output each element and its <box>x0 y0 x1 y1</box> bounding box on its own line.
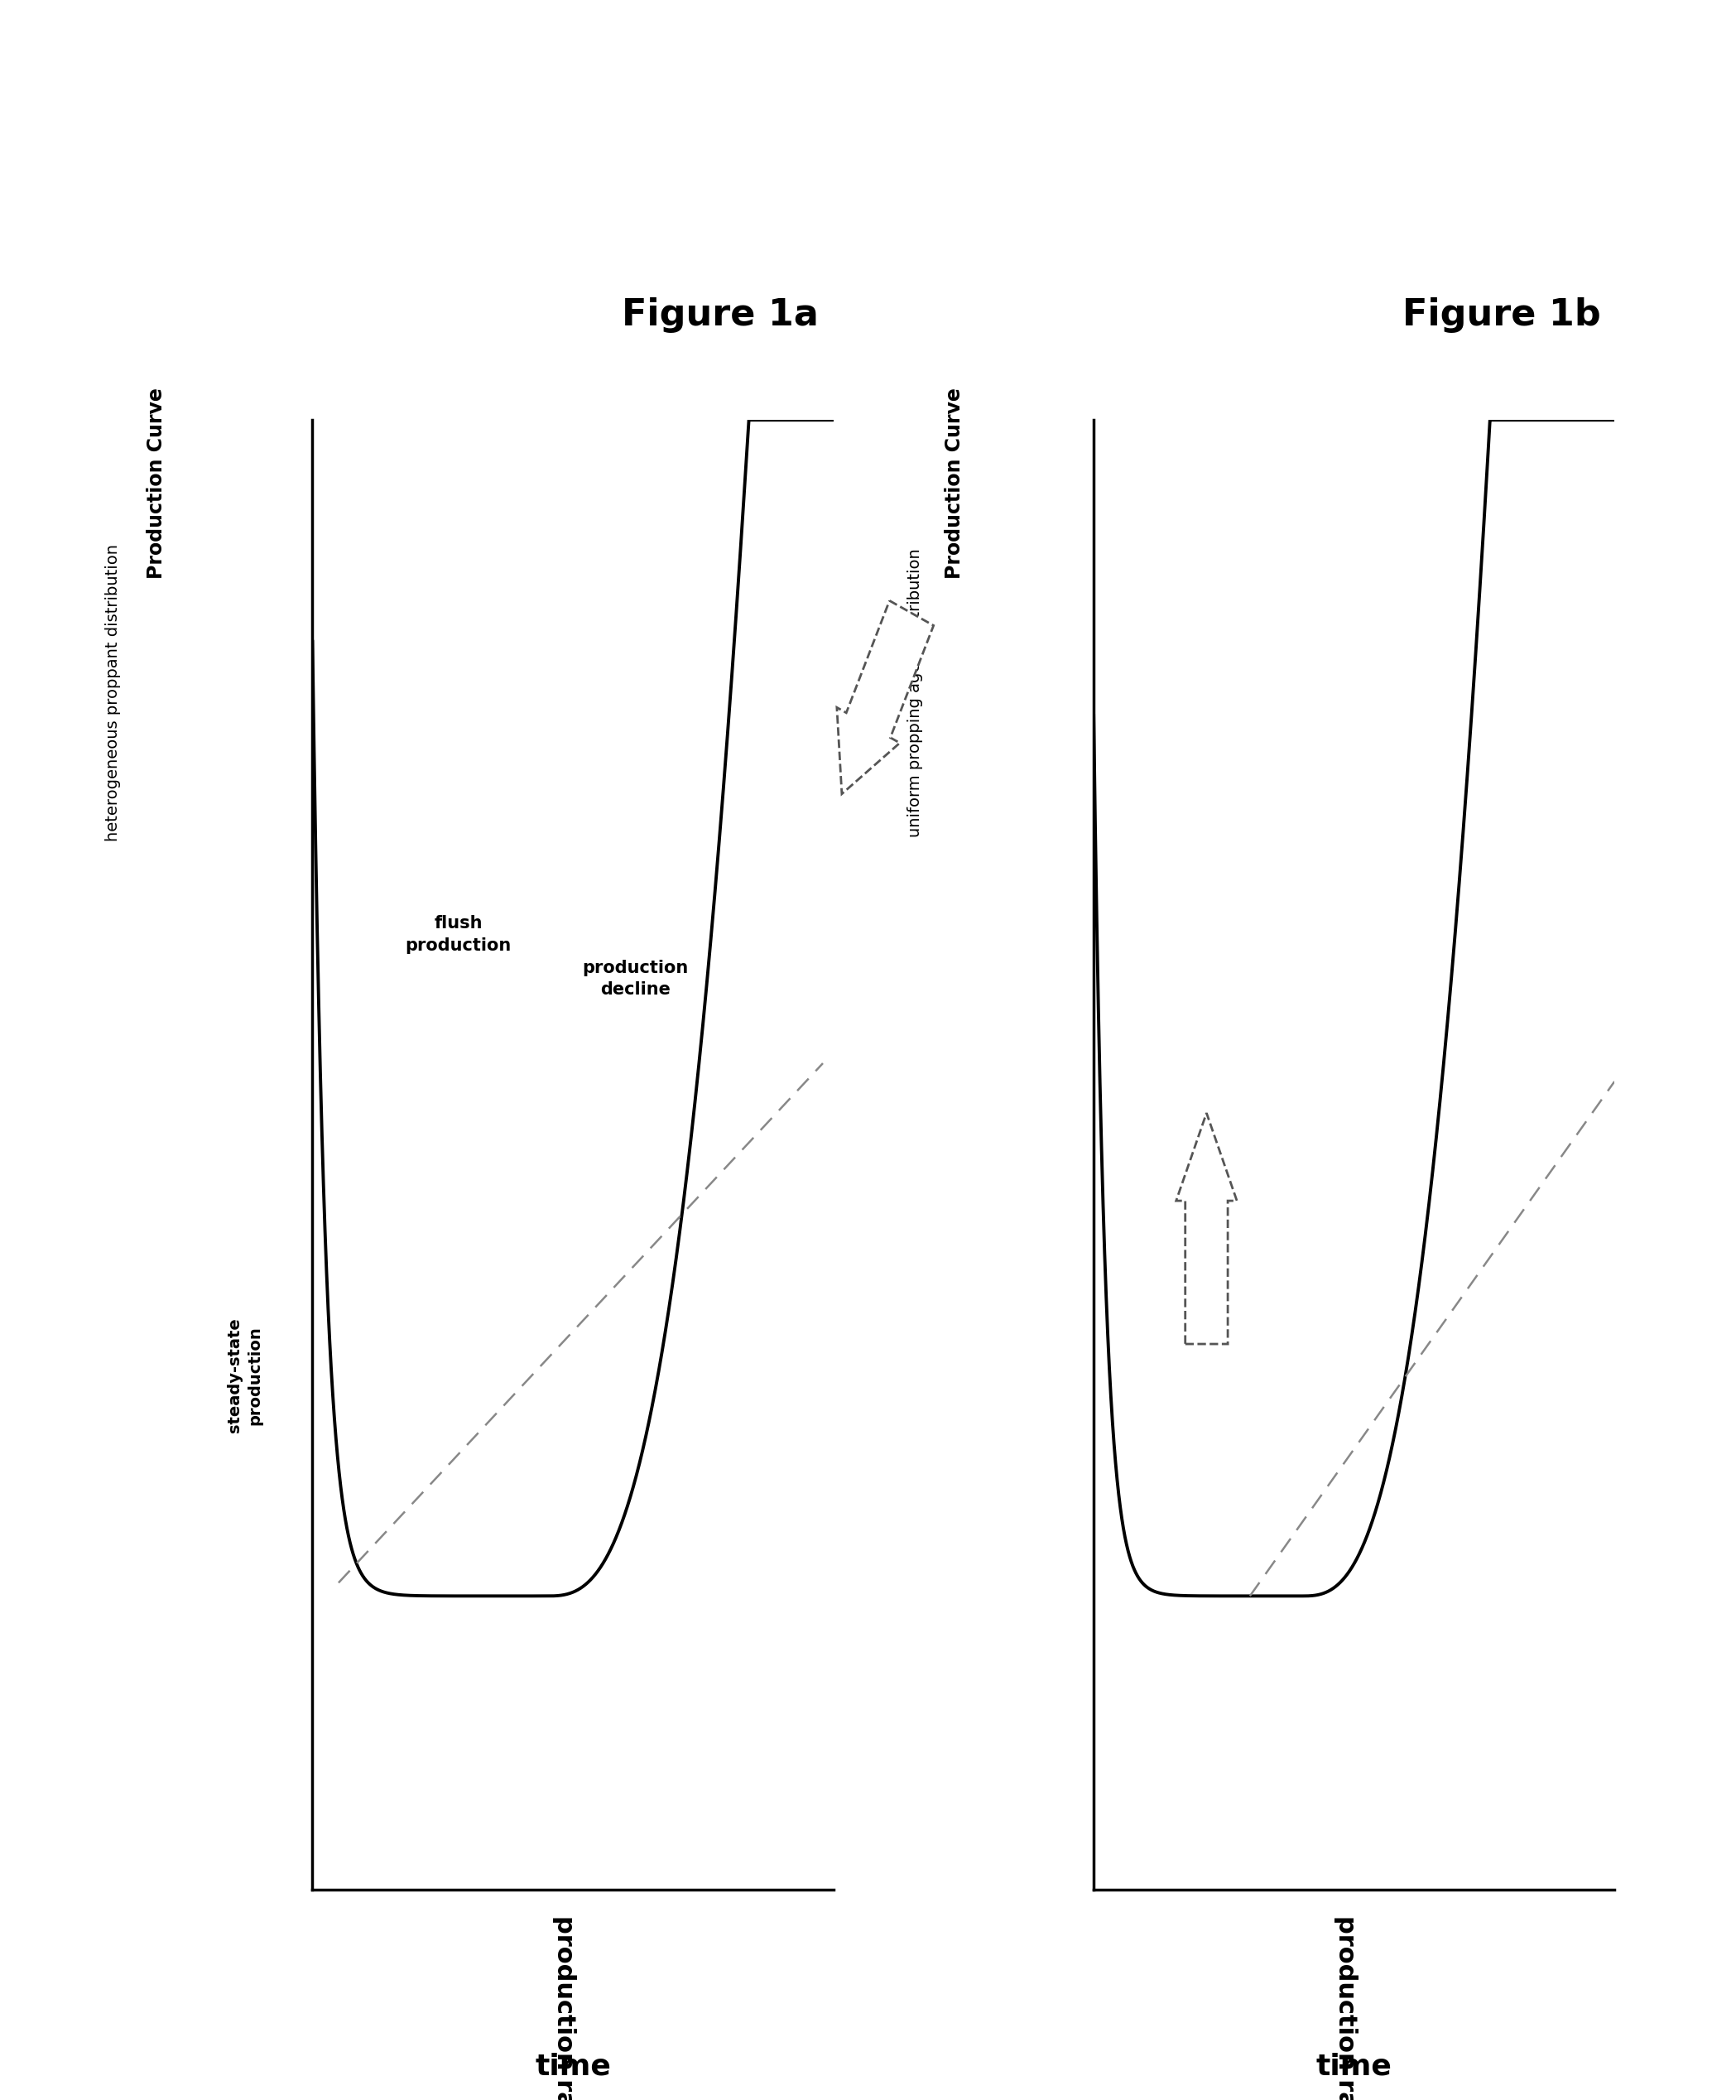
Text: uniform propping agent distribution: uniform propping agent distribution <box>906 548 924 838</box>
Polygon shape <box>1177 1113 1236 1344</box>
Text: Figure 1a: Figure 1a <box>621 298 819 332</box>
Text: steady-state
production: steady-state production <box>227 1319 262 1432</box>
Polygon shape <box>837 601 934 794</box>
Text: production rate: production rate <box>1333 1915 1358 2100</box>
Text: production
decline: production decline <box>582 960 689 997</box>
Text: Production Curve: Production Curve <box>146 386 167 580</box>
Text: production rate: production rate <box>552 1915 576 2100</box>
Text: time: time <box>535 2052 611 2081</box>
Text: Figure 1b: Figure 1b <box>1403 298 1601 332</box>
Text: time: time <box>1316 2052 1392 2081</box>
Text: Production Curve: Production Curve <box>944 386 965 580</box>
Text: heterogeneous proppant distribution: heterogeneous proppant distribution <box>104 544 122 842</box>
Text: flush
production: flush production <box>404 916 512 953</box>
